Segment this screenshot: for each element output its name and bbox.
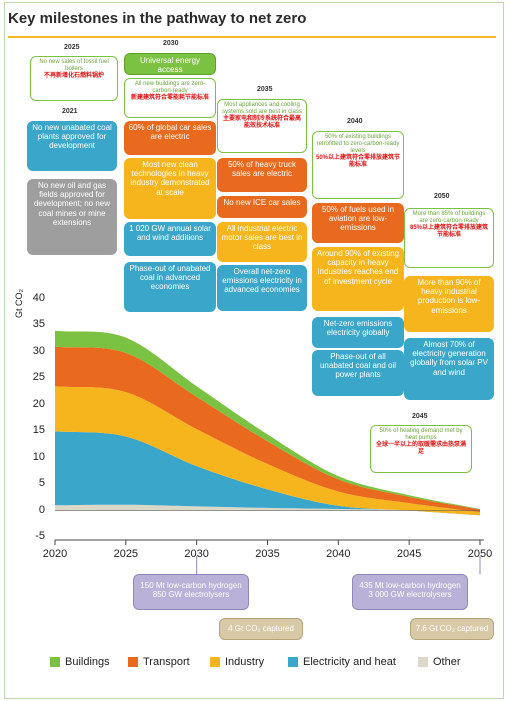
x-tick-label: 2020 (42, 548, 68, 560)
milestone-appliances-zh: 主要家电和制冷系统符合最高能效技术标准 (222, 115, 301, 129)
y-tick-label: 40 (32, 292, 45, 304)
milestone-2050-buildings-text: More than 85% of buildings are zero-carb… (412, 211, 486, 224)
hydrogen-2050-box: 435 Mt low-carbon hydrogen 3 000 GW elec… (352, 574, 468, 610)
milestone-zero-carbon-buildings-zh: 新建建筑符合零能耗节能标准 (130, 94, 209, 101)
milestone-aviation-fuels: 50% of fuels used in aviation are low-em… (312, 203, 404, 243)
y-tick-label: -5 (35, 530, 45, 542)
ccus-2030-box: 4 Gt CO₂ captured (219, 618, 303, 640)
legend-item-industry: Industry (210, 656, 264, 668)
milestone-2050-buildings-zh: 85%以上建筑符合零排放建筑节能标准 (409, 224, 488, 238)
milestone-no-ice-cars: No new ICE car sales (217, 196, 307, 218)
milestone-zero-carbon-buildings-text: All new buildings are zero-carbon-ready (134, 81, 206, 94)
y-tick-label: 15 (32, 424, 45, 437)
milestone-appliances-text: Most appliances and cooling systems sold… (222, 102, 302, 115)
legend-item-electricity: Electricity and heat (288, 656, 396, 668)
legend-label-transport: Transport (143, 656, 190, 668)
milestone-electric-motors: All industrial electric motor sales are … (217, 222, 307, 262)
milestone-ev-sales: 60% of global car sales are electric (124, 121, 216, 155)
title-underline (8, 36, 496, 38)
milestone-net-zero-electricity-advanced: Overall net-zero emissions electricity i… (217, 265, 307, 311)
legend-label-electricity: Electricity and heat (303, 656, 396, 668)
ccus-2050-box: 7.6 Gt CO₂ captured (410, 618, 494, 640)
milestone-clean-tech-industry: Most new clean technologies in heavy ind… (124, 158, 216, 219)
milestone-zero-carbon-buildings: All new buildings are zero-carbon-ready … (124, 78, 216, 118)
hydrogen-2030-box: 150 Mt low-carbon hydrogen 850 GW electr… (133, 574, 249, 610)
legend-swatch-transport (128, 657, 138, 667)
chart-legend: Buildings Transport Industry Electricity… (50, 656, 490, 674)
legend-swatch-buildings (50, 657, 60, 667)
x-tick-label: 2050 (467, 548, 493, 560)
milestone-no-new-oil-gas: No new oil and gas fields approved for d… (27, 179, 117, 255)
y-tick-label: 35 (32, 318, 45, 331)
page-title: Key milestones in the pathway to net zer… (8, 10, 307, 27)
legend-label-buildings: Buildings (65, 656, 110, 668)
legend-swatch-other (418, 657, 428, 667)
milestone-no-new-coal: No new unabated coal plants approved for… (27, 121, 117, 171)
milestone-energy-access: Universal energy access (124, 53, 216, 75)
legend-swatch-industry (210, 657, 220, 667)
year-label-2045: 2045 (412, 413, 428, 420)
milestone-building-retrofit-text: 50% of existing buildings retrofitted to… (316, 134, 400, 154)
y-tick-label: 5 (38, 477, 45, 490)
milestone-2050-electricity: Almost 70% of electricity generation glo… (404, 338, 494, 400)
legend-swatch-electricity (288, 657, 298, 667)
x-tick-label: 2035 (255, 548, 280, 560)
legend-item-other: Other (418, 656, 461, 668)
year-label-2025: 2025 (64, 44, 80, 51)
milestone-coal-phaseout: Phase-out of unabated coal in advanced e… (124, 262, 216, 312)
legend-label-other: Other (433, 656, 461, 668)
y-axis-label: Gt CO₂ (14, 289, 24, 318)
milestone-building-retrofit: 50% of existing buildings retrofitted to… (312, 131, 404, 199)
x-tick-label: 2045 (396, 548, 422, 560)
legend-item-transport: Transport (128, 656, 190, 668)
milestone-appliances: Most appliances and cooling systems sold… (217, 99, 307, 153)
milestone-heat-pumps-text: 50% of heating demand met by heat pumps (379, 428, 463, 441)
milestone-heavy-trucks: 50% of heavy truck sales are electric (217, 158, 307, 192)
y-tick-label: 30 (32, 344, 45, 357)
x-tick-label: 2040 (326, 548, 351, 560)
milestone-fossil-boilers: No new sales of fossil fuel boilers 不再新增… (30, 56, 118, 101)
y-tick-label: 0 (38, 503, 45, 516)
y-tick-label: 20 (32, 397, 45, 410)
milestone-heat-pumps: 50% of heating demand met by heat pumps … (370, 425, 472, 473)
milestone-2050-buildings: More than 85% of buildings are zero-carb… (404, 208, 494, 268)
legend-item-buildings: Buildings (50, 656, 110, 668)
year-label-2040: 2040 (347, 118, 363, 125)
y-tick-label: 10 (32, 450, 45, 463)
milestone-unabated-phaseout: Phase-out of all unabated coal and oil p… (312, 350, 404, 396)
year-label-2035: 2035 (257, 86, 273, 93)
milestone-solar-wind: 1 020 GW annual solar and wind additions (124, 222, 216, 256)
milestone-fossil-boilers-text: No new sales of fossil fuel boilers (39, 59, 109, 72)
milestone-heavy-industry-cycle: Around 90% of existing capacity in heavy… (312, 247, 404, 311)
milestone-fossil-boilers-zh: 不再新增化石燃料锅炉 (43, 72, 104, 79)
y-tick-label: 25 (32, 371, 45, 384)
milestone-net-zero-electricity-global: Net-zero emissions electricity globally (312, 317, 404, 348)
milestone-building-retrofit-zh: 50%以上建筑符合零排放建筑节能标准 (316, 154, 401, 168)
year-label-2030: 2030 (163, 40, 179, 47)
legend-label-industry: Industry (225, 656, 265, 668)
milestone-2050-industry: More than 90% of heavy industrial produc… (404, 276, 494, 332)
x-tick-label: 2030 (184, 548, 209, 560)
milestone-heat-pumps-zh: 全球一半以上的取暖需求由热泵满足 (375, 441, 466, 455)
year-label-2021: 2021 (62, 108, 78, 115)
year-label-2050: 2050 (434, 193, 450, 200)
x-tick-label: 2025 (113, 548, 139, 560)
